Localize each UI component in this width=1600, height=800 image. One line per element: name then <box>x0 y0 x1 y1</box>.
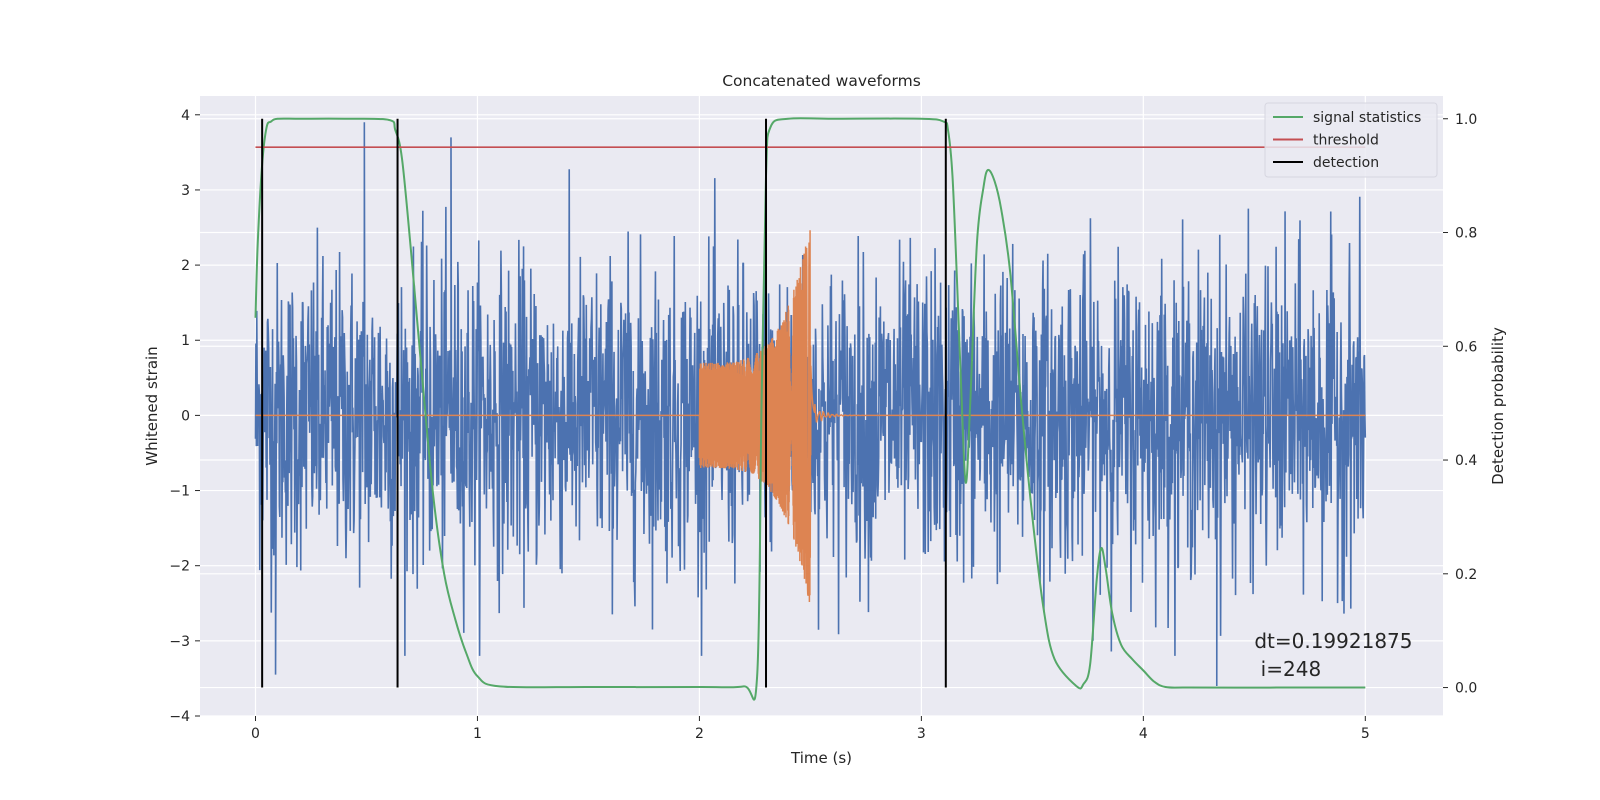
y-tick-label: 1 <box>181 333 190 349</box>
annotation-index: i=248 <box>1254 657 1321 681</box>
signal-statistics-line <box>254 117 1366 701</box>
annotation-dt: dt=0.19921875 <box>1254 629 1412 653</box>
y2-tick-label: 0.4 <box>1455 453 1477 469</box>
legend-label: signal statistics <box>1313 110 1421 126</box>
y2-tick-label: 0.8 <box>1455 226 1477 242</box>
y-axis-label: Whitened strain <box>143 346 161 465</box>
y-tick-label: 0 <box>181 408 190 424</box>
y-tick-label: 3 <box>181 183 190 199</box>
legend-label: threshold <box>1313 133 1379 149</box>
legend: signal statistics threshold detection <box>1264 102 1438 178</box>
y-tick-label: −4 <box>169 709 190 725</box>
x-tick-label: 4 <box>1139 726 1148 742</box>
y-tick-label: −1 <box>169 484 190 500</box>
chart-title: Concatenated waveforms <box>722 72 921 90</box>
x-tick-label: 5 <box>1361 726 1370 742</box>
x-tick-label: 3 <box>917 726 926 742</box>
x-tick-label: 1 <box>473 726 482 742</box>
y2-tick-label: 0.6 <box>1455 339 1477 355</box>
y-tick-label: −2 <box>169 559 190 575</box>
data-layer <box>254 117 1367 701</box>
y-tick-label: −3 <box>169 634 190 650</box>
y2-tick-label: 0.2 <box>1455 567 1477 583</box>
y-tick-label: 2 <box>181 258 190 274</box>
legend-label: detection <box>1313 155 1379 171</box>
x-tick-label: 0 <box>251 726 260 742</box>
axes: 0 1 2 3 4 5 −4 −3 −2 −1 0 1 2 3 4 0.0 0.2 0.4 0.6 0.8 1.0 <box>169 108 1477 742</box>
x-tick-label: 2 <box>695 726 704 742</box>
y2-tick-label: 0.0 <box>1455 681 1477 697</box>
y-tick-label: 4 <box>181 108 190 124</box>
legend-box <box>1264 102 1438 178</box>
y2-tick-label: 1.0 <box>1455 112 1477 128</box>
chirp-series-line <box>255 230 1366 603</box>
y2-axis-label: Detection probability <box>1489 327 1507 485</box>
x-axis-label: Time (s) <box>790 749 852 767</box>
